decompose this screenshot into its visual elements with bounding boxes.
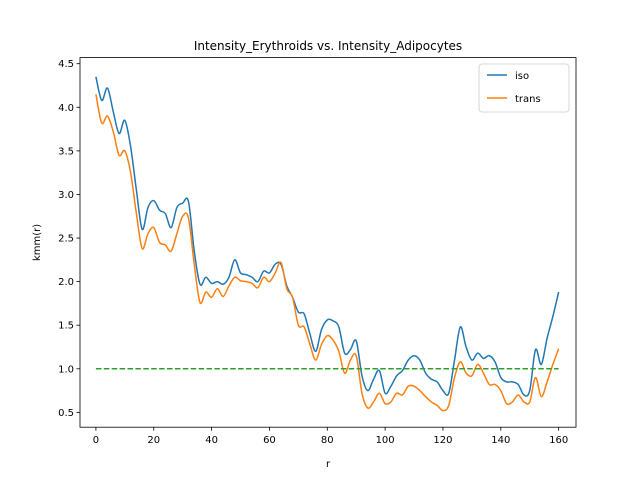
x-tick-label: 0 [93,435,99,446]
series-line-iso [95,76,560,397]
y-tick-label: 4.5 [58,59,74,70]
plot-frame [79,57,577,428]
x-tick-label: 80 [321,435,334,446]
x-axis-ticks: 0 20 40 60 80 100 120 140 160 [93,427,568,446]
legend-label-iso: iso [515,71,529,82]
x-tick-label: 60 [263,435,276,446]
y-tick-label: 1.5 [58,321,74,332]
plot-area [80,57,576,428]
x-tick-label: 120 [433,435,452,446]
legend-box [478,63,570,113]
x-tick-label: 160 [549,435,568,446]
y-tick-label: 1.0 [58,364,74,375]
series-layer [95,76,560,412]
y-tick-label: 2.0 [58,277,74,288]
y-axis-ticks: 0.5 1.0 1.5 2.0 2.5 3.0 3.5 4.0 4.5 [58,59,80,419]
x-axis-label: r [326,459,331,470]
legend-label-trans: trans [515,94,541,105]
x-tick-label: 100 [376,435,395,446]
x-tick-label: 20 [147,435,160,446]
series-line-trans [95,94,560,412]
y-tick-label: 3.0 [58,190,74,201]
x-tick-label: 140 [491,435,510,446]
y-tick-label: 2.5 [58,234,74,245]
legend: iso trans [478,63,570,113]
x-tick-label: 40 [205,435,218,446]
y-tick-label: 0.5 [58,408,74,419]
y-tick-label: 3.5 [58,146,74,157]
chart-title: Intensity_Erythroids vs. Intensity_Adipo… [194,39,462,53]
y-tick-label: 4.0 [58,103,74,114]
y-axis-label: kmm(r) [32,224,43,261]
